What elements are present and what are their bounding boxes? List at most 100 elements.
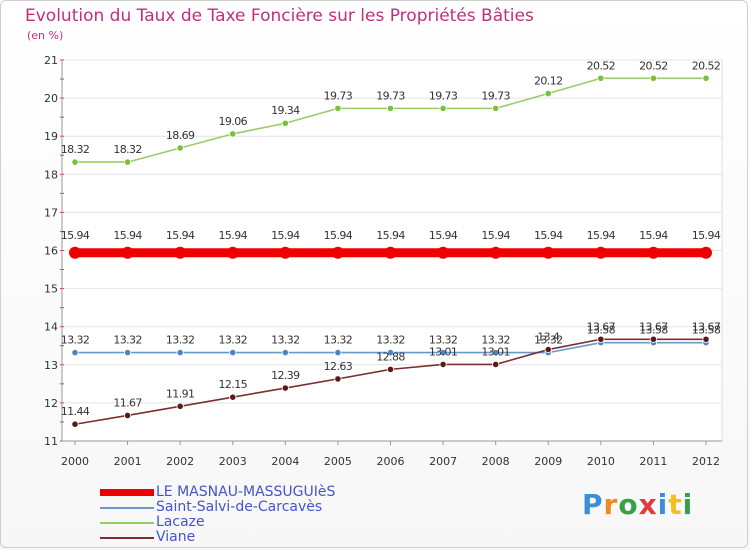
- y-tick-label: 13: [44, 359, 58, 372]
- data-label-saint-salvi-de-carcav-s: 13.32: [429, 334, 458, 347]
- legend: LE MASNAU-MASSUGUIèS Saint-Salvi-de-Carc…: [100, 485, 335, 545]
- x-tick-label: 2000: [61, 455, 89, 468]
- y-tick-label: 15: [44, 283, 58, 296]
- data-point-lacaze: [176, 144, 184, 152]
- legend-item-lacaze: Lacaze: [100, 515, 335, 530]
- data-point-lacaze: [71, 158, 79, 166]
- data-point-viane: [386, 365, 395, 373]
- data-point-saint-salvi-de-carcav-s: [386, 349, 395, 357]
- x-tick-label: 2012: [692, 455, 720, 468]
- data-point-saint-salvi-de-carcav-s: [229, 349, 237, 357]
- data-point-viane: [492, 360, 500, 369]
- data-point-le-masnau-massugui-s: [489, 246, 502, 259]
- data-label-saint-salvi-de-carcav-s: 13.32: [113, 334, 142, 347]
- data-label-lacaze: 18.32: [113, 143, 142, 156]
- chart-title: Evolution du Taux de Taxe Foncière sur l…: [25, 6, 534, 26]
- data-point-le-masnau-massugui-s: [121, 246, 134, 259]
- data-label-le-masnau-massugui-s: 15.94: [429, 229, 458, 242]
- data-point-saint-salvi-de-carcav-s: [176, 349, 184, 357]
- x-tick-label: 2001: [114, 455, 142, 468]
- data-label-viane: 13.67: [639, 320, 668, 333]
- data-label-le-masnau-massugui-s: 15.94: [271, 229, 300, 242]
- legend-item-le-masnau: LE MASNAU-MASSUGUIèS: [100, 485, 335, 500]
- data-point-saint-salvi-de-carcav-s: [492, 349, 500, 357]
- x-tick-label: 2004: [271, 455, 299, 468]
- x-tick-label: 2005: [324, 455, 352, 468]
- data-label-viane: 13.01: [429, 345, 458, 358]
- data-label-viane: 12.39: [271, 369, 300, 382]
- data-label-viane: 12.15: [219, 378, 248, 391]
- data-point-viane: [649, 335, 658, 343]
- data-point-le-masnau-massugui-s: [594, 246, 607, 259]
- x-tick-label: 2003: [219, 455, 247, 468]
- data-label-viane: 13.67: [587, 320, 616, 333]
- y-tick-label: 14: [44, 321, 58, 334]
- legend-label-le-masnau: LE MASNAU-MASSUGUIèS: [156, 484, 336, 500]
- y-tick-label: 20: [44, 92, 58, 105]
- data-label-le-masnau-massugui-s: 15.94: [587, 229, 616, 242]
- data-label-saint-salvi-de-carcav-s: 13.32: [324, 334, 353, 347]
- data-point-le-masnau-massugui-s: [384, 246, 397, 259]
- data-label-saint-salvi-de-carcav-s: 13.32: [271, 334, 300, 347]
- data-label-lacaze: 19.73: [481, 89, 510, 102]
- data-point-le-masnau-massugui-s: [226, 246, 239, 259]
- legend-label-viane: Viane: [156, 529, 196, 545]
- data-label-lacaze: 19.06: [219, 115, 248, 128]
- data-label-le-masnau-massugui-s: 15.94: [61, 229, 90, 242]
- data-point-viane: [597, 335, 605, 343]
- data-label-lacaze: 19.34: [271, 104, 300, 117]
- data-point-viane: [229, 393, 237, 401]
- legend-swatch-lacaze: [100, 521, 154, 524]
- data-point-viane: [123, 411, 132, 420]
- data-label-saint-salvi-de-carcav-s: 13.58: [692, 324, 721, 337]
- data-point-lacaze: [492, 104, 500, 112]
- data-point-le-masnau-massugui-s: [174, 246, 187, 259]
- data-label-le-masnau-massugui-s: 15.94: [534, 229, 563, 242]
- data-label-lacaze: 19.73: [376, 89, 405, 102]
- data-label-viane: 13.67: [692, 320, 721, 333]
- legend-swatch-saint-salvi: [100, 506, 154, 509]
- x-tick-label: 2002: [166, 455, 194, 468]
- data-point-lacaze: [544, 89, 552, 98]
- data-point-saint-salvi-de-carcav-s: [123, 349, 132, 357]
- data-point-lacaze: [597, 74, 605, 82]
- proxiti-logo: Proxiti: [582, 488, 694, 521]
- data-label-le-masnau-massugui-s: 15.94: [639, 229, 668, 242]
- data-point-viane: [281, 384, 289, 392]
- data-label-viane: 12.88: [376, 350, 405, 363]
- data-label-le-masnau-massugui-s: 15.94: [481, 229, 510, 242]
- data-label-lacaze: 19.73: [429, 89, 458, 102]
- data-point-viane: [544, 345, 552, 354]
- data-label-saint-salvi-de-carcav-s: 13.58: [587, 324, 616, 337]
- data-point-le-masnau-massugui-s: [437, 246, 450, 259]
- data-point-saint-salvi-de-carcav-s: [334, 349, 342, 357]
- data-label-saint-salvi-de-carcav-s: 13.32: [534, 334, 563, 347]
- legend-swatch-viane: [100, 536, 154, 539]
- data-point-le-masnau-massugui-s: [700, 246, 712, 259]
- data-point-lacaze: [229, 130, 237, 138]
- x-tick-label: 2007: [429, 455, 457, 468]
- data-label-le-masnau-massugui-s: 15.94: [376, 229, 405, 242]
- data-point-saint-salvi-de-carcav-s: [281, 349, 289, 357]
- data-label-lacaze: 18.32: [61, 143, 90, 156]
- data-point-le-masnau-massugui-s: [647, 246, 660, 259]
- data-label-saint-salvi-de-carcav-s: 13.32: [61, 334, 90, 347]
- data-label-lacaze: 19.73: [324, 89, 353, 102]
- legend-label-lacaze: Lacaze: [156, 514, 205, 530]
- data-label-viane: 13.01: [481, 345, 510, 358]
- data-point-lacaze: [649, 74, 658, 82]
- data-label-saint-salvi-de-carcav-s: 13.32: [481, 334, 510, 347]
- x-tick-label: 2011: [639, 455, 667, 468]
- y-tick-label: 16: [44, 245, 58, 258]
- x-tick-label: 2008: [482, 455, 510, 468]
- data-label-le-masnau-massugui-s: 15.94: [113, 229, 142, 242]
- data-point-viane: [176, 402, 184, 410]
- y-tick-label: 11: [44, 435, 58, 448]
- data-point-le-masnau-massugui-s: [69, 246, 81, 259]
- y-tick-label: 12: [44, 397, 58, 410]
- data-label-viane: 11.67: [113, 396, 142, 409]
- data-label-lacaze: 20.12: [534, 75, 563, 88]
- x-tick-label: 2010: [587, 455, 615, 468]
- data-label-le-masnau-massugui-s: 15.94: [166, 229, 195, 242]
